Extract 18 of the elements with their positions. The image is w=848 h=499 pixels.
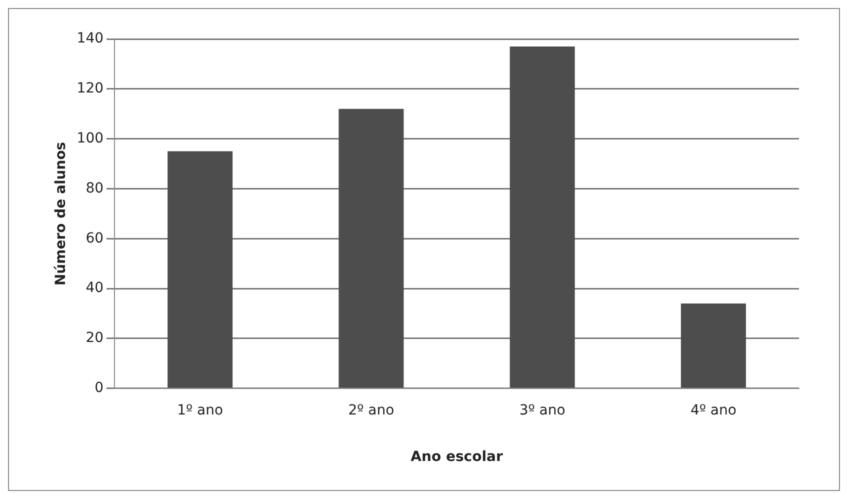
y-tick-label: 80 — [86, 180, 104, 196]
y-axis-title: Número de alunos — [53, 142, 70, 286]
y-tick-label: 0 — [94, 380, 104, 396]
y-tick-label: 40 — [86, 280, 104, 296]
x-axis-title: Ano escolar — [410, 449, 503, 466]
y-tick-label: 100 — [76, 130, 104, 146]
y-tick-label: 140 — [76, 30, 104, 47]
x-tick-label: 3º ano — [519, 402, 566, 418]
y-tick-label: 60 — [86, 230, 104, 246]
bar — [680, 304, 746, 388]
bar — [510, 46, 575, 388]
x-tick-label: 4º ano — [690, 402, 736, 418]
y-tick-label: 120 — [76, 80, 104, 97]
x-tick-label: 1º ano — [177, 402, 224, 418]
bar — [338, 108, 404, 388]
x-tick-label: 2º ano — [348, 402, 394, 418]
bar — [168, 151, 233, 388]
y-tick-label: 20 — [86, 330, 104, 346]
